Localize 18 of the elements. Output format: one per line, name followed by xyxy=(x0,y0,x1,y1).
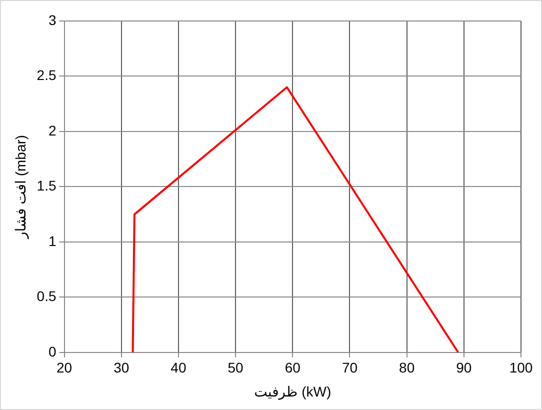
y-tick-label: 0 xyxy=(48,343,56,360)
y-tick-label: 1.5 xyxy=(36,178,56,194)
x-tick-label: 50 xyxy=(228,360,244,376)
y-tick-label: 2 xyxy=(48,122,56,138)
y-tick-label: 2.5 xyxy=(36,67,56,84)
x-tick-label: 40 xyxy=(170,360,186,376)
x-tick-label: 30 xyxy=(114,360,130,376)
x-tick-label: 60 xyxy=(284,360,301,376)
x-axis-title: ظرفیت (kW) xyxy=(254,383,332,400)
y-tick-label: 0.5 xyxy=(36,288,56,304)
y-tick-label: 3 xyxy=(48,12,56,28)
x-tick-label: 100 xyxy=(509,360,533,376)
y-axis-title: افت فشار (mbar) xyxy=(12,134,30,240)
x-tick-label: 80 xyxy=(399,360,415,376)
x-tick-label: 20 xyxy=(56,360,72,376)
x-tick-label: 70 xyxy=(342,360,358,376)
x-tick-label: 90 xyxy=(456,360,472,376)
y-tick-label: 1 xyxy=(48,232,56,249)
